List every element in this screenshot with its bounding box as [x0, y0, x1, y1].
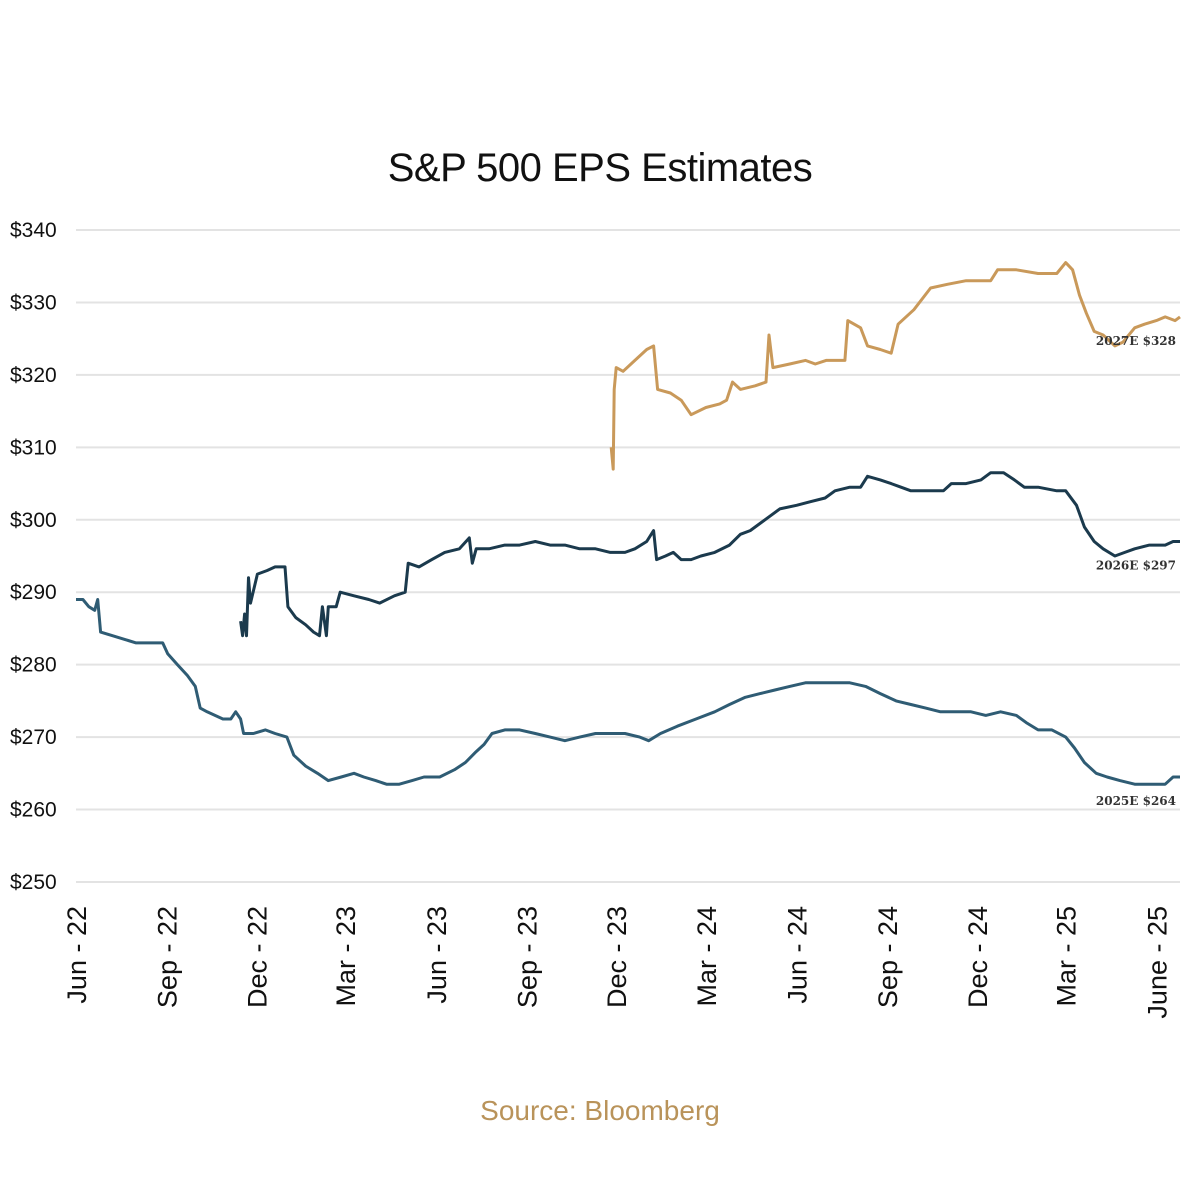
y-tick-label: $260 [10, 799, 57, 822]
series-lines [76, 261, 1181, 786]
series-end-labels: 2027E $328 2026E $297 2025E $264 [1096, 334, 1176, 808]
x-tick-label: Jun - 22 [62, 906, 92, 1004]
x-tick-label: Mar - 23 [331, 906, 361, 1007]
y-tick-label: $340 [10, 219, 57, 242]
y-tick-label: $320 [10, 364, 57, 387]
x-tick-label: Mar - 24 [692, 906, 722, 1007]
x-tick-label: Dec - 24 [963, 906, 993, 1008]
x-tick-label: Jun - 23 [422, 906, 452, 1004]
x-tick-label: Sep - 24 [873, 906, 903, 1008]
y-tick-label: $290 [10, 581, 57, 604]
chart-title: S&P 500 EPS Estimates [387, 146, 813, 190]
x-tick-label: Sep - 22 [153, 906, 183, 1008]
x-tick-label: Dec - 23 [602, 906, 632, 1008]
y-tick-label: $280 [10, 654, 57, 677]
series-line-2027e [609, 261, 1181, 471]
y-tick-label: $310 [10, 436, 57, 459]
x-tick-label: Mar - 25 [1052, 906, 1082, 1007]
x-tick-label: June - 25 [1142, 906, 1172, 1019]
y-tick-label: $250 [10, 871, 57, 894]
source-note: Source: Bloomberg [480, 1095, 720, 1126]
x-tick-label: Jun - 24 [783, 906, 813, 1004]
y-axis-ticks: $250 $260 $270 $280 $290 $300 $310 $320 $330 $340 [10, 219, 57, 894]
series-end-label-2027e: 2027E $328 [1096, 334, 1176, 348]
series-end-label-2026e: 2026E $297 [1096, 559, 1176, 573]
x-tick-label: Dec - 22 [242, 906, 272, 1008]
y-tick-label: $300 [10, 509, 57, 532]
series-line-2025e [76, 598, 1180, 786]
gridlines [76, 229, 1180, 883]
x-tick-label: Sep - 23 [512, 906, 542, 1008]
y-tick-label: $330 [10, 291, 57, 314]
series-end-label-2025e: 2025E $264 [1096, 794, 1176, 808]
x-axis-ticks: Jun - 22 Sep - 22 Dec - 22 Mar - 23 Jun - 23… [62, 906, 1172, 1019]
y-tick-label: $270 [10, 726, 57, 749]
series-line-2026e [239, 471, 1180, 638]
